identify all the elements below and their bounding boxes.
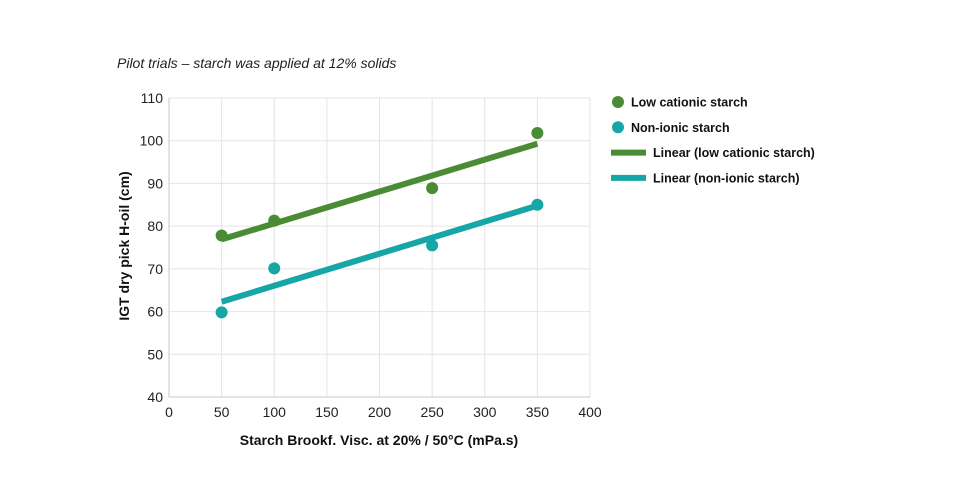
x-tick-label: 350 xyxy=(526,404,550,420)
legend: Low cationic starch Non-ionic starch Linea… xyxy=(611,96,815,185)
x-tick-label: 150 xyxy=(315,404,339,420)
point-non-ionic xyxy=(531,198,544,211)
y-tick-label: 60 xyxy=(147,304,163,320)
y-axis-ticks: 40 50 60 70 80 90 100 110 xyxy=(140,90,164,405)
data-points xyxy=(215,127,544,319)
legend-label: Low cationic starch xyxy=(631,96,748,110)
chart-subtitle: Pilot trials – starch was applied at 12%… xyxy=(117,55,396,71)
point-low-cationic xyxy=(268,214,281,227)
y-tick-label: 40 xyxy=(147,389,163,405)
y-tick-label: 50 xyxy=(147,346,163,362)
legend-label: Linear (non-ionic starch) xyxy=(653,171,800,185)
x-tick-label: 400 xyxy=(578,404,602,420)
point-non-ionic xyxy=(426,239,439,252)
point-low-cationic xyxy=(215,229,228,242)
legend-label: Linear (low cationic starch) xyxy=(653,146,815,160)
legend-marker-non-ionic xyxy=(612,121,624,134)
x-axis-title: Starch Brookf. Visc. at 20% / 50°C (mPa.… xyxy=(240,432,518,448)
trend-line-non-ionic xyxy=(220,202,539,305)
y-axis-title: IGT dry pick H-oil (cm) xyxy=(116,171,132,320)
x-tick-label: 300 xyxy=(473,404,497,420)
x-tick-label: 0 xyxy=(165,404,173,420)
x-tick-label: 200 xyxy=(368,404,392,420)
y-tick-label: 100 xyxy=(140,133,164,149)
legend-marker-low-cationic xyxy=(612,96,624,108)
point-non-ionic xyxy=(215,306,228,319)
legend-label: Non-ionic starch xyxy=(631,121,730,135)
y-tick-label: 110 xyxy=(141,90,164,106)
y-tick-label: 70 xyxy=(147,261,163,277)
grid xyxy=(168,97,591,398)
y-tick-label: 90 xyxy=(147,175,163,191)
point-low-cationic xyxy=(426,182,439,195)
x-tick-label: 250 xyxy=(420,404,444,420)
x-tick-label: 50 xyxy=(214,404,230,420)
y-tick-label: 80 xyxy=(147,218,163,234)
x-axis-ticks: 0 50 100 150 200 250 300 350 400 xyxy=(165,404,602,420)
point-low-cationic xyxy=(531,127,544,140)
point-non-ionic xyxy=(268,262,281,275)
x-tick-label: 100 xyxy=(263,404,287,420)
